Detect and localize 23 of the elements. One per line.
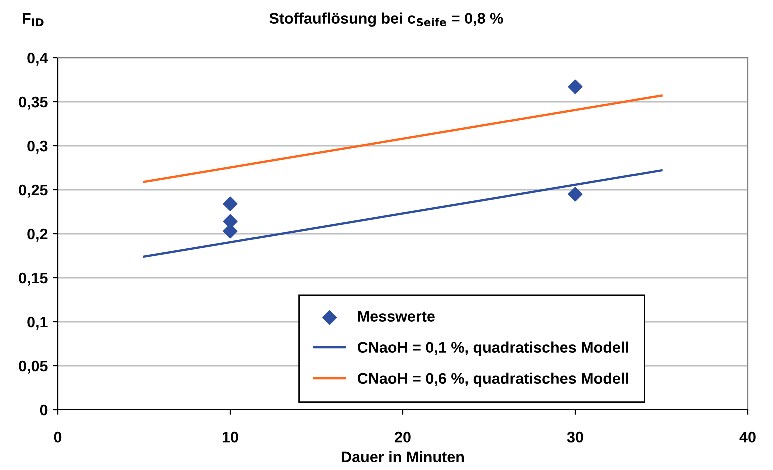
- y-tick-label: 0,35: [19, 96, 48, 110]
- x-tick-label: 30: [567, 432, 584, 443]
- x-tick-label: 10: [222, 432, 238, 443]
- y-tick-label: 0,3: [28, 140, 48, 154]
- y-tick-label: 0: [40, 404, 48, 416]
- y-tick-label: 0,05: [19, 360, 48, 374]
- point: [568, 187, 583, 202]
- legend-label: Messwerte: [358, 311, 435, 322]
- x-tick-label: 20: [395, 432, 411, 443]
- y-axis-title: F$_{ID}$: [23, 13, 44, 26]
- point: [568, 80, 583, 94]
- y-tick-label: 0,1: [28, 316, 48, 330]
- y-tick-label: 0,4: [28, 52, 48, 66]
- y-tick-label: 0,25: [19, 184, 48, 198]
- x-axis-title: Dauer in Minuten: [342, 451, 464, 463]
- legend-label: CNaoH = 0,1 %, quadratisches Modell: [358, 342, 628, 356]
- y-tick-label: 0,15: [19, 272, 48, 286]
- point: [223, 196, 238, 212]
- legend-label: CNaoH = 0,6 %, quadratisches Modell: [358, 372, 628, 388]
- chart-title: Stoffauflösung bei c$_{Seife}$ = 0,8 %: [270, 12, 504, 28]
- x-tick-label: 0: [54, 432, 62, 443]
- x-tick-label: 40: [740, 432, 756, 443]
- y-tick-label: 0,2: [28, 228, 48, 242]
